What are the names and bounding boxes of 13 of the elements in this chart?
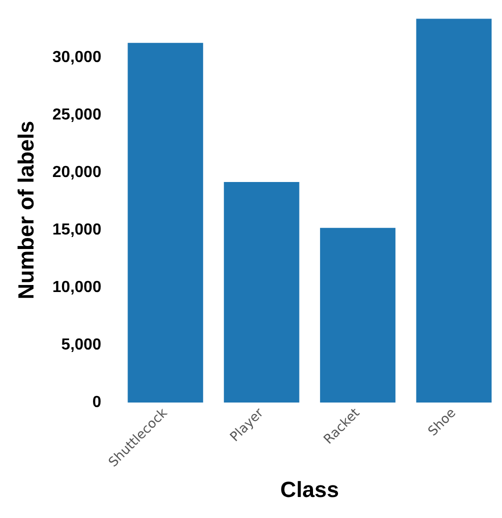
y-tick-label: 10,000: [52, 279, 102, 296]
y-tick-label: 20,000: [52, 164, 102, 182]
y-tick-label: 15,000: [52, 222, 102, 239]
y-axis-title: Number of labels: [13, 120, 38, 300]
x-axis-title: Class: [280, 476, 340, 502]
bar: [416, 18, 492, 403]
y-tick-label: 0: [92, 394, 102, 412]
y-tick-label: 25,000: [52, 106, 102, 124]
bar: [224, 182, 300, 403]
y-tick-label: 30,000: [52, 49, 102, 66]
y-tick-label: 5,000: [61, 336, 102, 354]
bar: [320, 228, 396, 403]
bar: [128, 42, 204, 403]
